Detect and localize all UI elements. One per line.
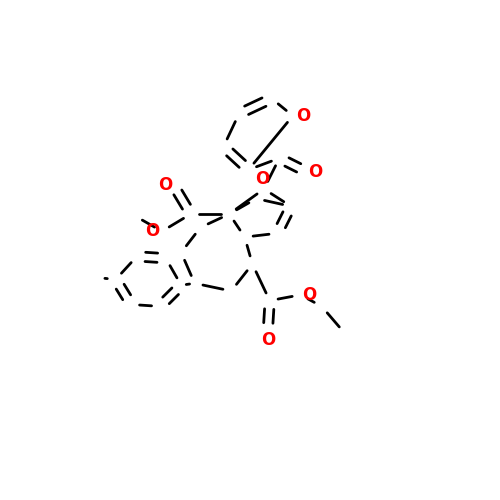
Text: O: O	[302, 286, 316, 304]
Text: O: O	[308, 162, 322, 180]
Text: O: O	[158, 176, 172, 194]
Text: O: O	[145, 222, 160, 240]
Text: O: O	[296, 107, 310, 125]
Text: O: O	[260, 331, 275, 349]
Text: O: O	[255, 170, 269, 188]
